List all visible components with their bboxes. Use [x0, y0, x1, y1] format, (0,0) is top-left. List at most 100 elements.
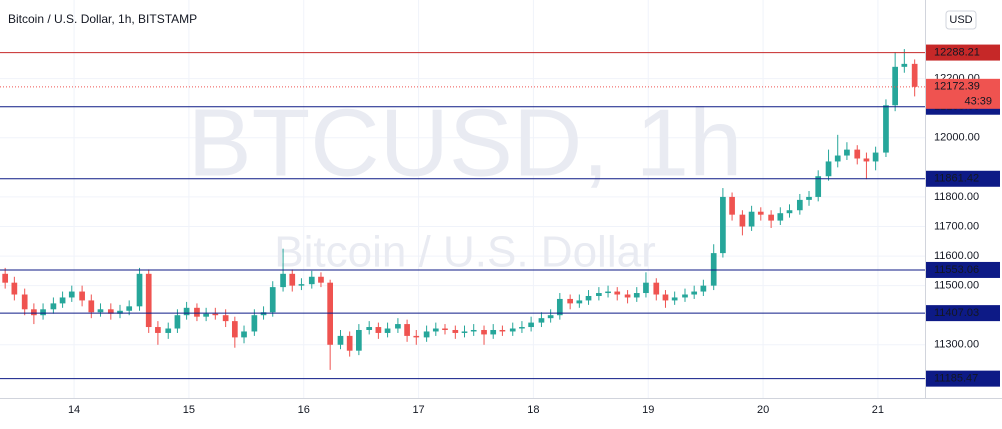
candle-body — [212, 313, 219, 316]
x-tick-label: 18 — [527, 404, 539, 416]
candle-body — [404, 324, 410, 336]
candle-body — [682, 294, 688, 298]
candle-body — [2, 273, 9, 283]
y-tick-label: 11300.00 — [934, 339, 979, 351]
candle-body — [739, 214, 746, 227]
candle-body — [346, 335, 353, 351]
candles — [2, 49, 918, 370]
candle-body — [126, 306, 133, 311]
x-tick-label: 21 — [872, 404, 884, 416]
x-tick-label: 20 — [757, 404, 769, 416]
candle-body — [585, 295, 592, 301]
candle-body — [79, 291, 85, 301]
level-tag — [926, 44, 1000, 61]
candle-body — [872, 152, 879, 162]
candle-body — [117, 310, 123, 314]
candle-body — [691, 291, 698, 295]
candle-body — [461, 331, 468, 333]
candle-body — [183, 307, 190, 316]
candle-body — [21, 294, 28, 310]
candle-body — [260, 312, 267, 316]
candle-body — [366, 327, 373, 330]
x-tick-label: 19 — [642, 404, 654, 416]
candle-body — [854, 149, 861, 159]
candle-body — [481, 329, 487, 335]
candle-body — [203, 313, 209, 317]
currency-label: USD — [949, 14, 972, 26]
level-tag — [926, 170, 1000, 187]
x-tick-label: 17 — [412, 404, 424, 416]
level-tag — [926, 305, 1000, 322]
last-price-tag — [926, 78, 1000, 109]
candle-body — [231, 321, 238, 338]
candle-body — [375, 327, 382, 333]
candle-body — [251, 315, 258, 332]
watermark-name: Bitcoin / U.S. Dollar — [274, 228, 655, 277]
candle-body — [777, 213, 784, 221]
candle-body — [50, 303, 57, 310]
countdown-label: 43:39 — [964, 96, 992, 108]
level-label: 11185.47 — [934, 373, 978, 385]
candle-body — [710, 253, 717, 286]
candle-body — [155, 327, 161, 333]
candle-body — [700, 285, 707, 292]
y-tick-label: 11600.00 — [934, 250, 979, 262]
y-tick-label: 11800.00 — [934, 191, 979, 203]
candle-body — [768, 214, 774, 221]
candle-body — [280, 273, 286, 288]
candle-body — [538, 318, 545, 323]
candle-body — [834, 155, 841, 162]
candle-body — [547, 315, 554, 319]
candle-body — [576, 300, 583, 304]
candle-body — [327, 282, 333, 345]
candle-body — [596, 293, 602, 296]
candle-body — [59, 297, 66, 304]
last-price-label: 12172.39 — [934, 81, 980, 93]
level-tag — [926, 261, 1000, 278]
candle-body — [318, 276, 324, 283]
candle-body — [40, 309, 46, 316]
candle-body — [653, 282, 660, 295]
overlay — [0, 52, 925, 380]
x-tick-label: 16 — [298, 404, 310, 416]
candle-body — [97, 309, 104, 313]
candle-body — [384, 328, 391, 333]
candle-body — [643, 282, 649, 294]
candle-body — [499, 329, 506, 332]
x-tick-label: 14 — [68, 404, 80, 416]
candle-body — [490, 329, 497, 335]
candle-body — [289, 273, 296, 286]
candle-body — [528, 322, 534, 328]
candle-body — [806, 196, 812, 200]
candle-body — [911, 63, 918, 87]
currency-tag[interactable] — [945, 10, 977, 30]
candle-body — [356, 329, 362, 351]
candle-body — [194, 307, 200, 317]
candle-body — [452, 329, 459, 333]
candle-body — [298, 284, 305, 286]
chart-title: Bitcoin / U.S. Dollar, 1h, BITSTAMP — [8, 12, 197, 26]
x-tick-label: 15 — [183, 404, 195, 416]
candle-body — [222, 315, 229, 322]
candle-body — [748, 211, 755, 227]
grid — [0, 0, 925, 398]
candle-body — [567, 298, 574, 304]
candle-body — [825, 161, 832, 177]
candle-body — [88, 300, 95, 313]
candle-body — [614, 291, 621, 295]
candle-body — [241, 331, 247, 338]
y-tick-label: 11500.00 — [934, 280, 979, 292]
candle-body — [662, 294, 669, 301]
candle-body — [470, 329, 477, 332]
candle-body — [308, 276, 315, 285]
candle-body — [269, 287, 276, 313]
level-label: 11553.06 — [934, 264, 979, 276]
candle-body — [136, 273, 143, 307]
level-label: 12288.21 — [934, 46, 980, 58]
candle-body — [883, 105, 889, 153]
candle-body — [165, 328, 172, 333]
candle-body — [815, 176, 822, 197]
